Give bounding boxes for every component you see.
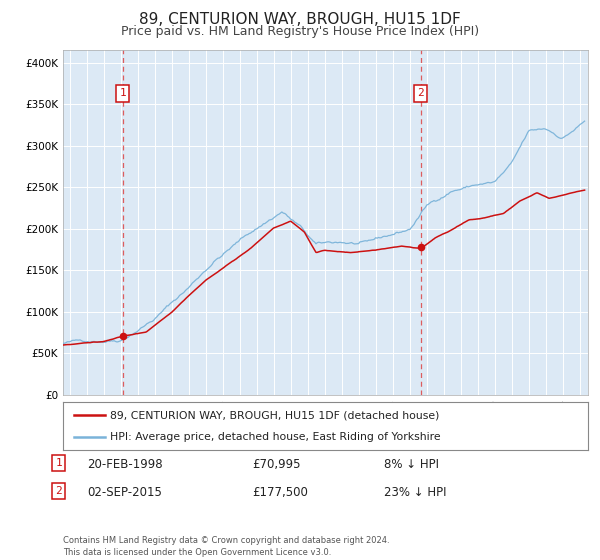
Text: 89, CENTURION WAY, BROUGH, HU15 1DF (detached house): 89, CENTURION WAY, BROUGH, HU15 1DF (det…: [110, 410, 440, 421]
Text: £177,500: £177,500: [252, 486, 308, 499]
Text: £70,995: £70,995: [252, 458, 301, 471]
Text: 2: 2: [418, 88, 424, 99]
Text: Contains HM Land Registry data © Crown copyright and database right 2024.
This d: Contains HM Land Registry data © Crown c…: [63, 536, 389, 557]
Text: 8% ↓ HPI: 8% ↓ HPI: [384, 458, 439, 471]
Text: 2: 2: [55, 486, 62, 496]
Text: HPI: Average price, detached house, East Riding of Yorkshire: HPI: Average price, detached house, East…: [110, 432, 441, 442]
Text: 20-FEB-1998: 20-FEB-1998: [87, 458, 163, 471]
Text: 23% ↓ HPI: 23% ↓ HPI: [384, 486, 446, 499]
Text: 1: 1: [55, 458, 62, 468]
Text: 02-SEP-2015: 02-SEP-2015: [87, 486, 162, 499]
Text: 89, CENTURION WAY, BROUGH, HU15 1DF: 89, CENTURION WAY, BROUGH, HU15 1DF: [139, 12, 461, 27]
Text: 1: 1: [119, 88, 127, 99]
Text: Price paid vs. HM Land Registry's House Price Index (HPI): Price paid vs. HM Land Registry's House …: [121, 25, 479, 38]
